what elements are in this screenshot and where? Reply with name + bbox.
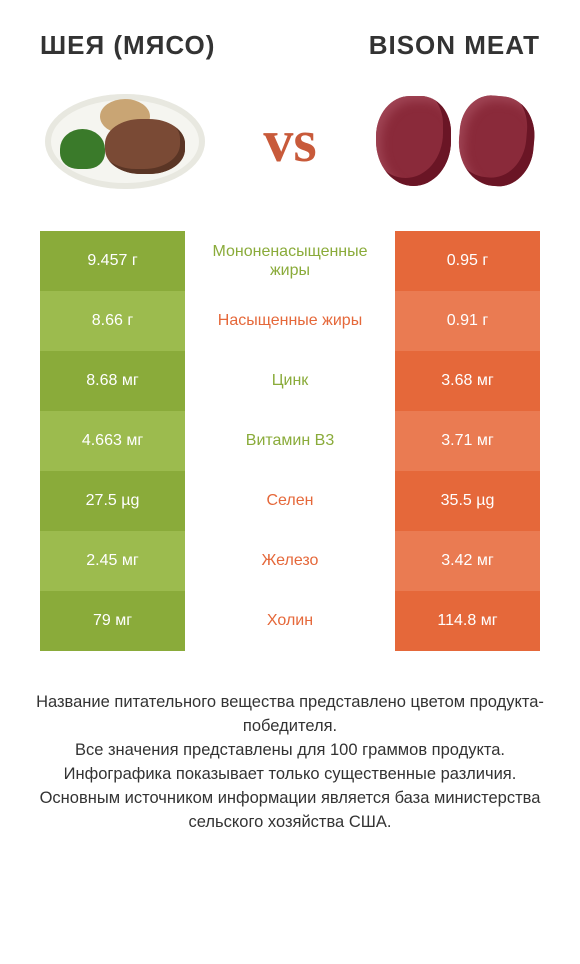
left-value: 4.663 мг [40, 411, 185, 471]
right-food-title: BISON MEAT [369, 30, 540, 61]
footer-line-1: Название питательного вещества представл… [36, 693, 544, 735]
table-row: 4.663 мгВитамин B33.71 мг [40, 411, 540, 471]
table-row: 8.66 гНасыщенные жиры0.91 г [40, 291, 540, 351]
left-food-image [40, 81, 210, 201]
right-value: 35.5 µg [395, 471, 540, 531]
left-value: 79 мг [40, 591, 185, 651]
nutrient-label: Цинк [185, 351, 395, 411]
table-row: 79 мгХолин114.8 мг [40, 591, 540, 651]
left-value: 8.68 мг [40, 351, 185, 411]
right-value: 3.68 мг [395, 351, 540, 411]
right-value: 0.91 г [395, 291, 540, 351]
right-value: 3.42 мг [395, 531, 540, 591]
nutrient-label: Мононенасыщенные жиры [185, 231, 395, 291]
food-images-row: vs [0, 71, 580, 231]
table-row: 27.5 µgСелен35.5 µg [40, 471, 540, 531]
table-row: 9.457 гМононенасыщенные жиры0.95 г [40, 231, 540, 291]
left-value: 2.45 мг [40, 531, 185, 591]
nutrient-label: Железо [185, 531, 395, 591]
table-row: 8.68 мгЦинк3.68 мг [40, 351, 540, 411]
left-value: 27.5 µg [40, 471, 185, 531]
nutrient-label: Селен [185, 471, 395, 531]
left-food-title: ШЕЯ (МЯСО) [40, 30, 215, 61]
right-food-image [370, 81, 540, 201]
header: ШЕЯ (МЯСО) BISON MEAT [0, 0, 580, 71]
left-value: 9.457 г [40, 231, 185, 291]
footer-line-4: Основным источником информации является … [40, 789, 541, 831]
vs-label: vs [263, 107, 316, 176]
nutrient-label: Насыщенные жиры [185, 291, 395, 351]
footer-line-2: Все значения представлены для 100 граммо… [75, 741, 505, 759]
nutrition-table: 9.457 гМононенасыщенные жиры0.95 г8.66 г… [40, 231, 540, 651]
nutrient-label: Витамин B3 [185, 411, 395, 471]
nutrient-label: Холин [185, 591, 395, 651]
right-value: 3.71 мг [395, 411, 540, 471]
right-value: 114.8 мг [395, 591, 540, 651]
right-value: 0.95 г [395, 231, 540, 291]
footer-notes: Название питательного вещества представл… [0, 651, 580, 835]
table-row: 2.45 мгЖелезо3.42 мг [40, 531, 540, 591]
footer-line-3: Инфографика показывает только существенн… [64, 765, 517, 783]
left-value: 8.66 г [40, 291, 185, 351]
